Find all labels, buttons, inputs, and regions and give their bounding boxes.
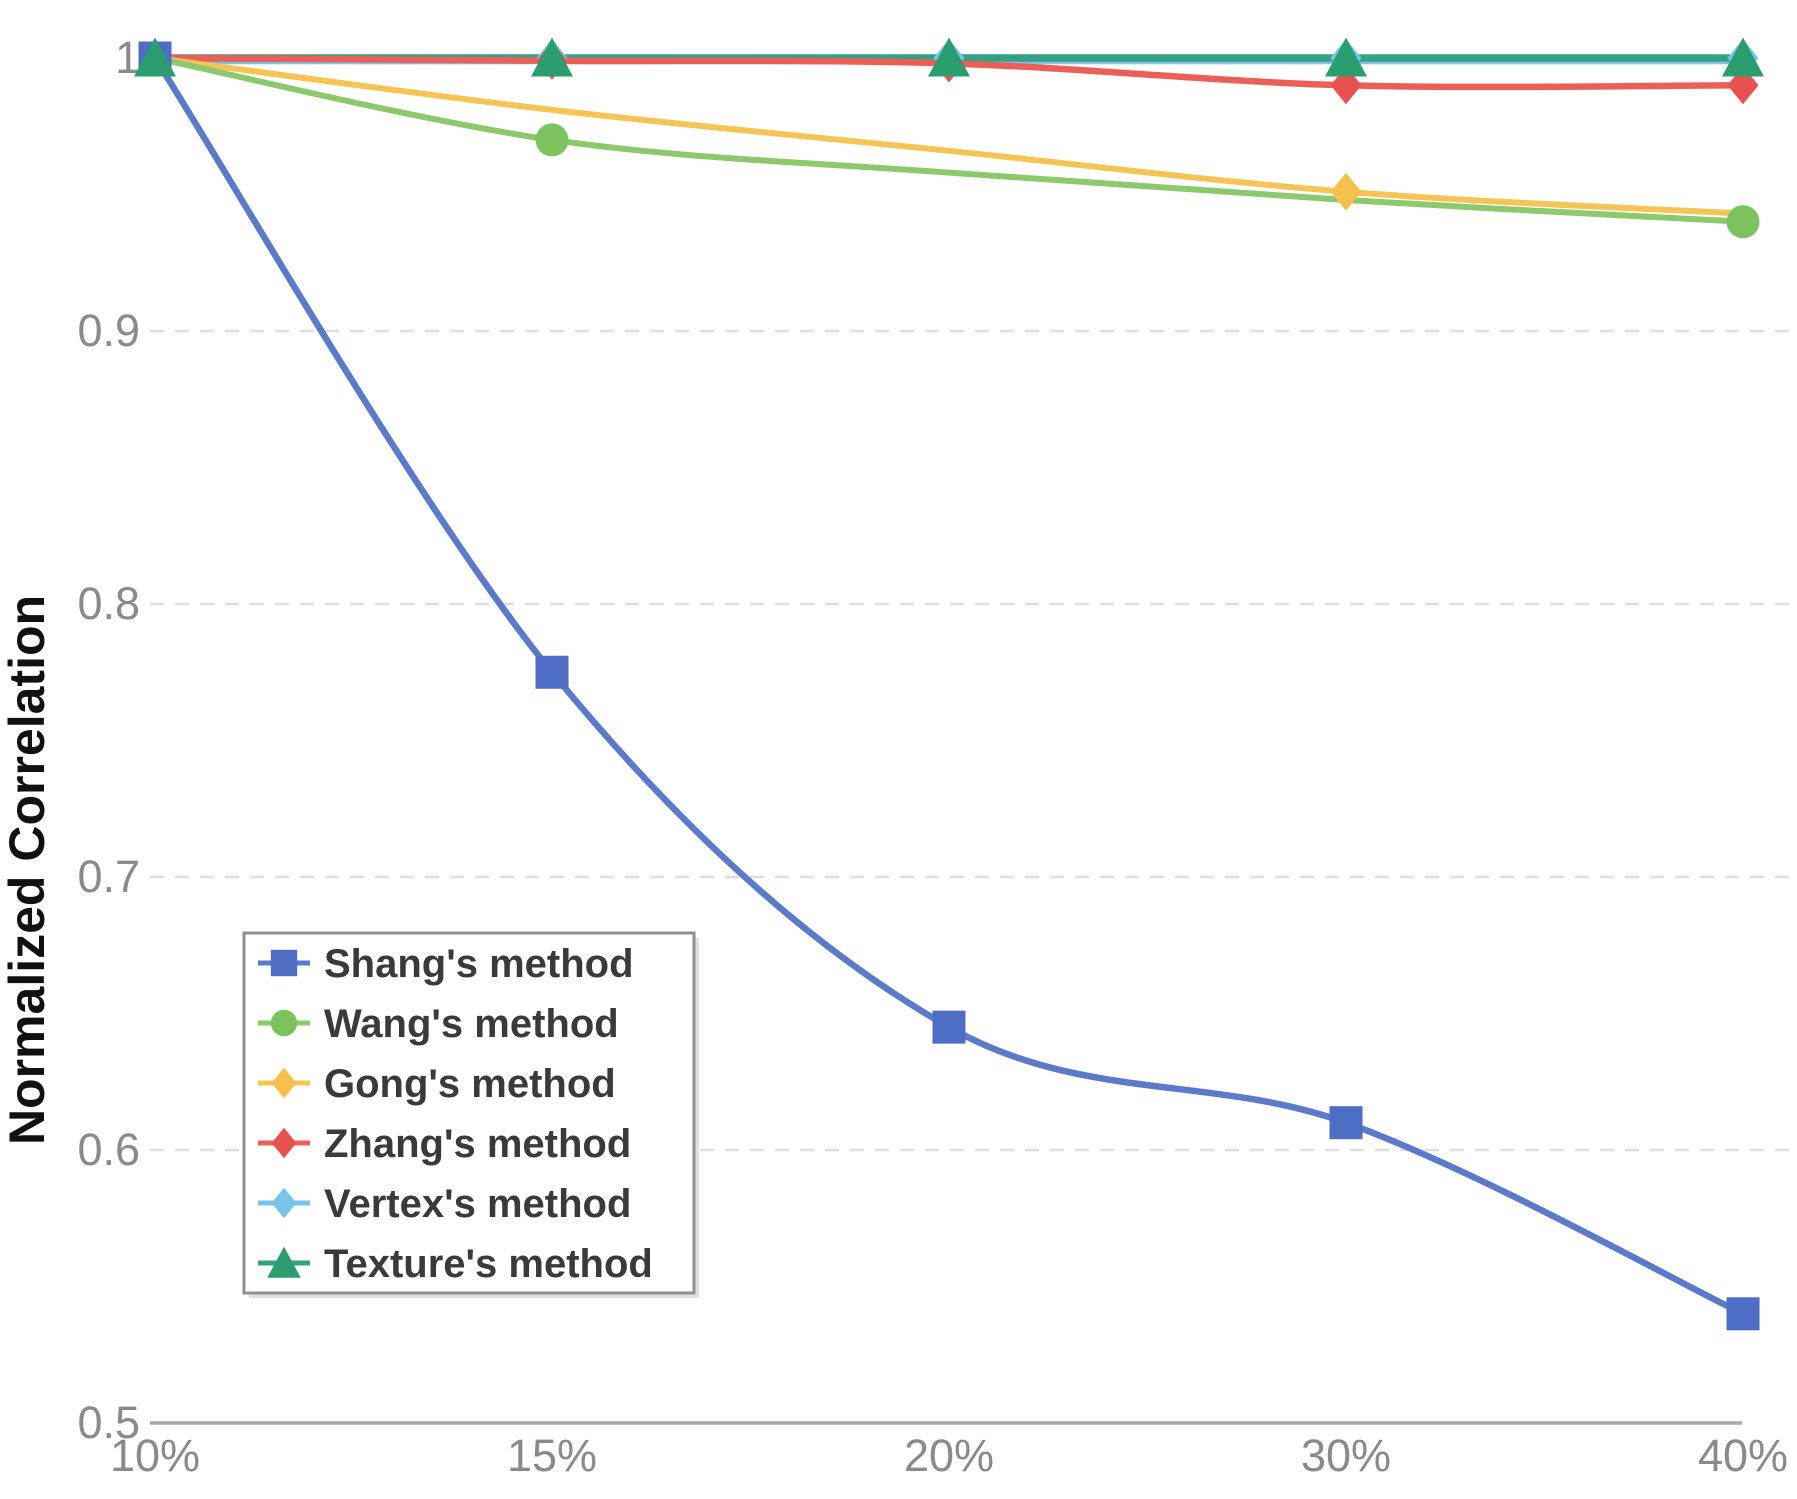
- y-tick-label: 0.8: [77, 578, 140, 629]
- legend: Shang's method Wang's method Gong's method…: [242, 931, 699, 1298]
- legend-marker-shang-s-method: [270, 949, 298, 977]
- marker-texture-s-method-30%: [1325, 37, 1367, 77]
- legend-item-texture-s-method: Texture's method: [258, 1242, 653, 1286]
- series-line-wang-s-method: [152, 55, 1746, 225]
- series-line-shang-s-method: [151, 54, 1747, 1318]
- y-axis-title: Normalized Correlation: [0, 595, 55, 1145]
- legend-box: [242, 931, 696, 1295]
- legend-item-wang-s-method: Wang's method: [258, 1002, 619, 1046]
- legend-item-vertex-s-method: Vertex's method: [258, 1182, 631, 1226]
- y-tick-label: 0.7: [77, 851, 140, 902]
- y-tick-label: 0.6: [77, 1124, 140, 1175]
- marker-shang-s-method-20%: [932, 1010, 966, 1044]
- legend-item-zhang-s-method: Zhang's method: [258, 1122, 631, 1166]
- y-tick-label: 0.9: [77, 305, 140, 356]
- series-line-gong-s-method: [152, 55, 1746, 217]
- legend-label: Texture's method: [324, 1242, 653, 1286]
- legend-item-gong-s-method: Gong's method: [258, 1062, 616, 1106]
- legend-marker-texture-s-method: [267, 1246, 301, 1278]
- x-tick-label: 15%: [507, 1430, 597, 1481]
- y-tick-label: 0.5: [77, 1397, 140, 1448]
- legend-item-shang-s-method: Shang's method: [258, 942, 634, 986]
- marker-texture-s-method-20%: [928, 37, 970, 77]
- legend-marker-zhang-s-method: [271, 1127, 297, 1159]
- legend-label: Gong's method: [324, 1062, 616, 1106]
- legend-label: Wang's method: [324, 1002, 619, 1046]
- x-tick-label: 10%: [110, 1430, 200, 1481]
- legend-label: Shang's method: [324, 942, 634, 986]
- legend-marker-gong-s-method: [271, 1067, 297, 1099]
- legend-marker-wang-s-method: [270, 1009, 298, 1037]
- marker-shang-s-method-15%: [535, 655, 569, 689]
- x-tick-label: 30%: [1301, 1430, 1391, 1481]
- marker-shang-s-method-30%: [1329, 1106, 1363, 1140]
- marker-texture-s-method-10%: [134, 37, 176, 77]
- legend-label: Zhang's method: [324, 1122, 631, 1166]
- marker-texture-s-method-15%: [531, 37, 573, 77]
- legend-marker-vertex-s-method: [271, 1187, 297, 1219]
- x-tick-label: 40%: [1698, 1430, 1788, 1481]
- marker-wang-s-method-40%: [1726, 205, 1760, 239]
- marker-gong-s-method-30%: [1330, 172, 1362, 211]
- x-tick-label: 20%: [904, 1430, 994, 1481]
- legend-label: Vertex's method: [324, 1182, 631, 1226]
- marker-wang-s-method-15%: [535, 123, 569, 157]
- marker-shang-s-method-40%: [1726, 1297, 1760, 1331]
- marker-texture-s-method-40%: [1722, 37, 1764, 77]
